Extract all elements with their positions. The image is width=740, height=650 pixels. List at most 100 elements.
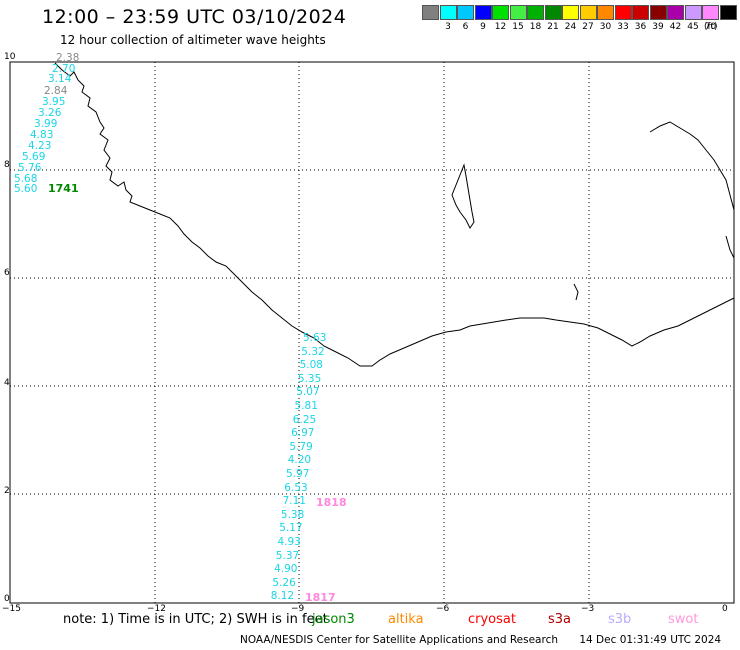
wave-height-value: 5.07 <box>296 386 320 399</box>
legend-label: 36 <box>634 22 647 32</box>
legend-swatch <box>439 5 457 20</box>
legend-swatch <box>667 5 684 20</box>
wave-height-value: 5.08 <box>299 359 323 372</box>
x-tick-label: −12 <box>147 604 166 614</box>
wave-height-value: 5.68 <box>14 173 38 185</box>
wave-height-value: 5.38 <box>280 508 305 521</box>
gridlines <box>10 62 734 603</box>
wave-height-value: 4.93 <box>277 536 301 548</box>
wave-height-value: 3.26 <box>38 107 62 119</box>
wave-height-value: 3.99 <box>34 118 58 130</box>
credit-timestamp: 14 Dec 01:31:49 UTC 2024 <box>579 634 722 646</box>
satellite-legend-s3b: s3b <box>608 612 632 627</box>
credit-line: NOAA/NESDIS Center for Satellite Applica… <box>240 634 721 646</box>
wave-height-value: 5.37 <box>275 549 300 562</box>
y-tick-label: 8 <box>4 160 10 170</box>
x-tick-label: 0 <box>722 604 728 614</box>
satellite-legend-swot: swot <box>668 612 699 627</box>
legend-label: 18 <box>529 22 542 32</box>
footer-note-row: note: 1) Time is in UTC; 2) SWH is in fe… <box>0 612 740 630</box>
footer-note: note: 1) Time is in UTC; 2) SWH is in fe… <box>63 612 328 627</box>
legend-swatch <box>684 5 702 20</box>
wave-height-value: 5.17 <box>279 522 303 535</box>
legend-label: 3 <box>445 22 451 32</box>
legend-label: 30 <box>599 22 612 32</box>
wave-height-value: 5.69 <box>22 151 46 163</box>
wave-height-value: 5.63 <box>303 332 327 344</box>
wave-height-value: 5.60 <box>14 183 38 195</box>
legend-swatch <box>649 5 667 20</box>
x-tick-label: −15 <box>2 604 21 614</box>
pass-time-label-b1: 1818 <box>316 496 347 509</box>
satellite-legend-s3a: s3a <box>548 612 572 627</box>
pass-time-label-b2: 1817 <box>305 591 336 604</box>
satellite-legend-cryosat: cryosat <box>468 612 516 627</box>
x-tick-label: −3 <box>581 604 595 614</box>
legend-label: 45 <box>687 22 699 32</box>
legend-label: 21 <box>547 22 559 32</box>
page-title: 12:00 – 23:59 UTC 03/10/2024 <box>42 6 347 28</box>
wave-height-value: 4.23 <box>28 140 52 152</box>
wave-height-value: 6.25 <box>292 413 317 426</box>
legend-swatch <box>474 5 492 20</box>
lake-volta <box>451 163 475 229</box>
x-tick-label: −6 <box>436 604 450 614</box>
wave-height-value: 7.11 <box>282 495 306 508</box>
wave-height-value: 5.26 <box>272 576 296 589</box>
y-tick-label: 10 <box>4 52 16 62</box>
legend-label: 70 <box>704 22 717 32</box>
legend-label: 42 <box>669 22 682 32</box>
wave-height-value: 2.70 <box>52 63 76 75</box>
wave-height-value: 4.83 <box>30 129 54 141</box>
coast-east-edge <box>725 235 735 259</box>
y-tick-label: 0 <box>4 594 10 604</box>
wave-height-value: 5.35 <box>297 372 322 385</box>
legend-swatch <box>544 5 562 20</box>
wave-height-value: 3.95 <box>42 96 66 108</box>
legend-label: 39 <box>652 22 664 32</box>
legend-swatch <box>597 5 614 20</box>
legend-swatch <box>702 5 719 20</box>
pass-time-label-a: 1741 <box>48 182 79 195</box>
legend-label: 6 <box>462 22 469 32</box>
wave-height-value: 6.53 <box>284 481 308 494</box>
legend-label: 33 <box>617 22 629 32</box>
map-frame <box>9 61 735 604</box>
credit-text: NOAA/NESDIS Center for Satellite Applica… <box>240 634 558 646</box>
coastline-west-africa <box>54 62 735 367</box>
y-tick-label: 2 <box>4 486 10 496</box>
wave-height-value: 5.79 <box>289 440 313 453</box>
legend-swatch <box>457 5 474 20</box>
legend-unit: (ft) <box>704 22 718 32</box>
legend-swatch <box>422 5 439 20</box>
legend-label: 9 <box>480 22 486 32</box>
legend-swatch <box>632 5 649 20</box>
wave-height-value: 3.14 <box>48 73 72 85</box>
legend-swatch <box>509 5 527 20</box>
wave-height-value: 4.20 <box>287 454 312 467</box>
wave-height-value: 5.32 <box>301 345 325 358</box>
legend-swatch <box>614 5 632 20</box>
wave-height-value: 5.97 <box>286 468 310 480</box>
satellite-legend-jason3: jason3 <box>312 612 355 627</box>
wave-height-value: 2.38 <box>56 52 80 64</box>
legend-swatch <box>492 5 509 20</box>
legend-swatch <box>562 5 579 20</box>
wave-height-value: 4.90 <box>274 563 298 576</box>
wave-height-value: 5.81 <box>294 400 318 412</box>
legend-swatch <box>719 5 737 20</box>
coast-small-feature <box>573 283 579 301</box>
legend-swatch <box>527 5 544 20</box>
x-tick-label: −9 <box>291 604 305 614</box>
legend-label: 12 <box>494 22 507 32</box>
wave-height-value: 6.97 <box>291 427 315 440</box>
wave-height-value: 2.84 <box>44 85 68 97</box>
legend-swatch <box>579 5 597 20</box>
legend-label: 24 <box>564 22 577 32</box>
satellite-legend-altika: altika <box>388 612 424 627</box>
wave-height-value: 8.12 <box>270 590 295 603</box>
niger-delta-coast <box>649 121 735 211</box>
wave-height-value: 5.76 <box>18 162 42 174</box>
legend-label: 27 <box>582 22 594 32</box>
